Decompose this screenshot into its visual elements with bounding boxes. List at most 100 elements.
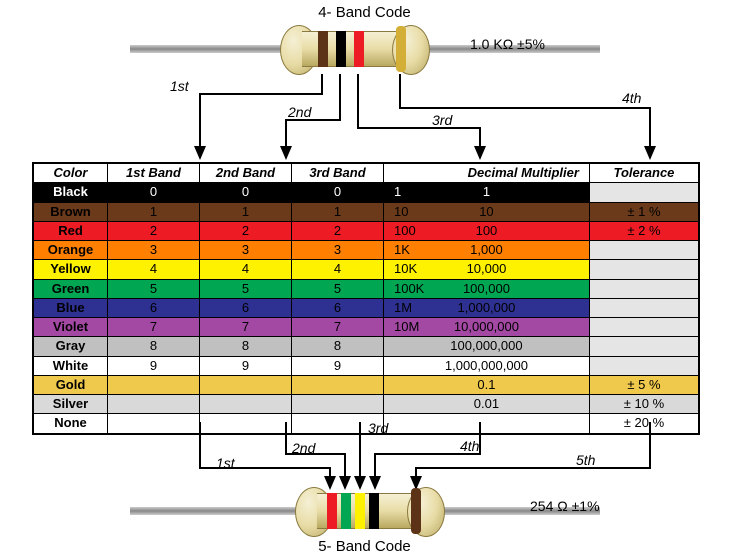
resistor-band xyxy=(318,31,328,67)
table-row: Green555100K100,000 xyxy=(33,279,699,298)
color-name-cell: Gray xyxy=(33,337,107,356)
color-name-cell: Yellow xyxy=(33,260,107,279)
resistor-band xyxy=(396,26,406,72)
digit-cell xyxy=(107,414,199,434)
tolerance-cell xyxy=(589,260,699,279)
digit-cell: 5 xyxy=(199,279,291,298)
four-band-title: 4- Band Code xyxy=(0,4,729,21)
table-row: Orange3331K1,000 xyxy=(33,241,699,260)
digit-cell: 1 xyxy=(199,202,291,221)
digit-cell: 7 xyxy=(199,318,291,337)
digit-cell: 4 xyxy=(199,260,291,279)
tolerance-cell xyxy=(589,241,699,260)
table-row: None± 20 % xyxy=(33,414,699,434)
resistor-band xyxy=(336,31,346,67)
digit-cell: 9 xyxy=(107,356,199,375)
resistor-band xyxy=(369,493,379,529)
color-name-cell: Brown xyxy=(33,202,107,221)
color-name-cell: Violet xyxy=(33,318,107,337)
table-row: Gray888100,000,000 xyxy=(33,337,699,356)
color-name-cell: Orange xyxy=(33,241,107,260)
multiplier-cell: 1010 xyxy=(383,202,589,221)
digit-cell: 8 xyxy=(199,337,291,356)
table-header: Tolerance xyxy=(589,163,699,183)
digit-cell: 3 xyxy=(199,241,291,260)
digit-cell: 0 xyxy=(107,183,199,202)
label-3rd-top: 3rd xyxy=(432,112,452,128)
table-row: Brown1111010± 1 % xyxy=(33,202,699,221)
digit-cell: 6 xyxy=(199,298,291,317)
table-row: Blue6661M1,000,000 xyxy=(33,298,699,317)
tolerance-cell: ± 2 % xyxy=(589,221,699,240)
table-row: Silver0.01± 10 % xyxy=(33,395,699,414)
digit-cell xyxy=(291,395,383,414)
five-band-resistor: 254 Ω ±1% xyxy=(0,486,729,536)
label-3rd-bot: 3rd xyxy=(368,420,388,436)
color-name-cell: None xyxy=(33,414,107,434)
color-name-cell: Black xyxy=(33,183,107,202)
color-name-cell: Gold xyxy=(33,375,107,394)
resistor-body-bottom xyxy=(295,487,445,535)
multiplier-cell: 100K100,000 xyxy=(383,279,589,298)
label-4th-bot: 4th xyxy=(460,438,479,454)
multiplier-cell: 11 xyxy=(383,183,589,202)
color-name-cell: Silver xyxy=(33,395,107,414)
table-row: Black00011 xyxy=(33,183,699,202)
digit-cell: 3 xyxy=(291,241,383,260)
label-4th-top: 4th xyxy=(622,90,641,106)
label-1st-top: 1st xyxy=(170,78,189,94)
digit-cell: 9 xyxy=(199,356,291,375)
resistor-band xyxy=(411,488,421,534)
table-row: Red222100100± 2 % xyxy=(33,221,699,240)
digit-cell: 2 xyxy=(107,221,199,240)
digit-cell: 6 xyxy=(107,298,199,317)
color-name-cell: Blue xyxy=(33,298,107,317)
table-row: White9991,000,000,000 xyxy=(33,356,699,375)
label-2nd-bot: 2nd xyxy=(292,440,315,456)
color-code-table: Color1st Band2nd Band3rd BandDecimal Mul… xyxy=(32,162,700,435)
five-band-value: 254 Ω ±1% xyxy=(530,498,600,514)
digit-cell xyxy=(107,395,199,414)
label-2nd-top: 2nd xyxy=(288,104,311,120)
digit-cell: 1 xyxy=(107,202,199,221)
multiplier-cell: 10M10,000,000 xyxy=(383,318,589,337)
resistor-band xyxy=(341,493,351,529)
table-row: Violet77710M10,000,000 xyxy=(33,318,699,337)
multiplier-cell: 10K10,000 xyxy=(383,260,589,279)
table-header: 3rd Band xyxy=(291,163,383,183)
tolerance-cell xyxy=(589,356,699,375)
digit-cell: 8 xyxy=(107,337,199,356)
multiplier-cell: 1M1,000,000 xyxy=(383,298,589,317)
digit-cell: 1 xyxy=(291,202,383,221)
digit-cell xyxy=(107,375,199,394)
color-name-cell: Red xyxy=(33,221,107,240)
resistor-band xyxy=(354,31,364,67)
digit-cell: 7 xyxy=(107,318,199,337)
tolerance-cell xyxy=(589,337,699,356)
multiplier-cell xyxy=(383,414,589,434)
digit-cell xyxy=(199,414,291,434)
digit-cell xyxy=(199,395,291,414)
digit-cell: 0 xyxy=(291,183,383,202)
table-header: Decimal Multiplier xyxy=(383,163,589,183)
digit-cell: 5 xyxy=(291,279,383,298)
resistor-body-top xyxy=(280,25,430,73)
digit-cell: 2 xyxy=(291,221,383,240)
tolerance-cell: ± 5 % xyxy=(589,375,699,394)
color-name-cell: White xyxy=(33,356,107,375)
multiplier-cell: 0.1 xyxy=(383,375,589,394)
tolerance-cell xyxy=(589,183,699,202)
table-row: Gold 0.1± 5 % xyxy=(33,375,699,394)
four-band-value: 1.0 KΩ ±5% xyxy=(470,36,545,52)
tolerance-cell xyxy=(589,279,699,298)
digit-cell: 5 xyxy=(107,279,199,298)
tolerance-cell xyxy=(589,318,699,337)
table-header: 2nd Band xyxy=(199,163,291,183)
digit-cell xyxy=(291,375,383,394)
table-header: Color xyxy=(33,163,107,183)
resistor-band xyxy=(327,493,337,529)
digit-cell: 8 xyxy=(291,337,383,356)
tolerance-cell: ± 10 % xyxy=(589,395,699,414)
four-band-resistor: 1.0 KΩ ±5% xyxy=(0,24,729,74)
digit-cell: 4 xyxy=(107,260,199,279)
